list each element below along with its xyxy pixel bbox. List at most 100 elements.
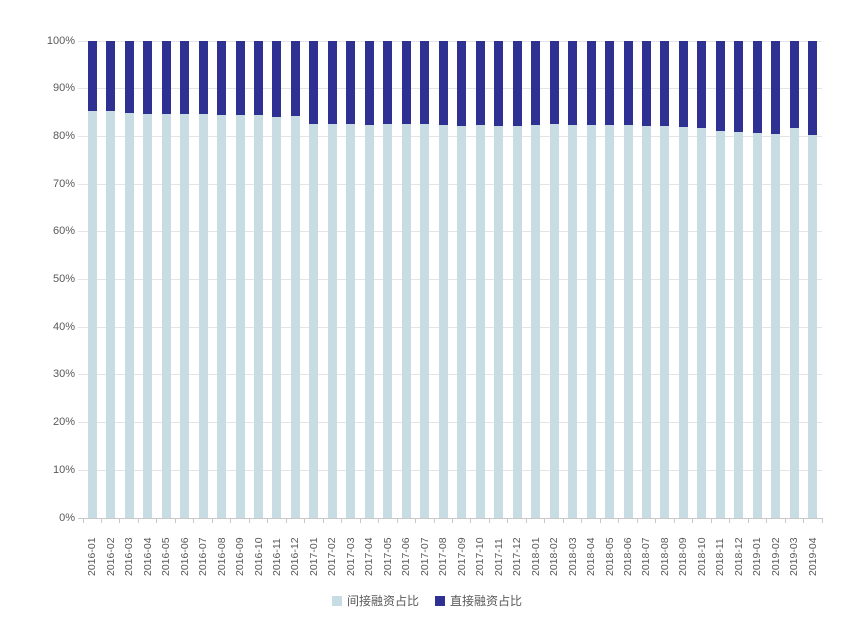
- gridline-80%: [78, 135, 822, 137]
- x-axis-tick: [655, 518, 657, 523]
- bar-segment-2018-10-indirect: [697, 128, 707, 518]
- x-axis-label-2018-12: 2018-12: [732, 537, 745, 576]
- x-axis-label-2018-11: 2018-11: [714, 538, 727, 576]
- x-axis-tick: [156, 518, 158, 523]
- x-axis-label-2018-05: 2018-05: [603, 537, 616, 576]
- x-axis-tick: [322, 518, 324, 523]
- bar-segment-2018-12-indirect: [734, 132, 744, 518]
- gridline-40%: [78, 326, 822, 328]
- x-axis-label-2016-11: 2016-11: [270, 538, 283, 576]
- bar-segment-2017-12-indirect: [512, 125, 522, 518]
- x-axis-tick: [673, 518, 675, 523]
- x-axis-label-2018-10: 2018-10: [695, 537, 708, 576]
- bar-segment-2016-01-direct: [87, 41, 97, 112]
- bar-segment-2016-10-indirect: [254, 115, 263, 518]
- gridline-10%: [78, 469, 822, 471]
- bar-segment-2016-05-direct: [161, 41, 171, 114]
- y-axis-label-90%: 90%: [52, 82, 75, 95]
- x-axis-label-2016-07: 2016-07: [197, 537, 210, 576]
- bar-segment-2016-04-indirect: [143, 113, 153, 518]
- x-axis-tick: [729, 518, 731, 523]
- bar-segment-2018-11-indirect: [715, 130, 725, 518]
- gridline-100%: [78, 40, 822, 42]
- x-axis-label-2017-04: 2017-04: [363, 537, 376, 576]
- x-axis-tick: [230, 518, 232, 523]
- gridline-0%: [78, 517, 822, 519]
- bar-segment-2016-07-indirect: [198, 113, 208, 518]
- bar-segment-2018-08-indirect: [660, 125, 670, 518]
- x-axis-label-2017-05: 2017-05: [381, 537, 394, 576]
- x-axis-tick: [821, 518, 823, 523]
- y-axis-label-100%: 100%: [46, 34, 75, 47]
- bar-segment-2017-10-indirect: [475, 125, 485, 518]
- y-axis-label-20%: 20%: [52, 416, 75, 429]
- bar-segment-2018-10-direct: [697, 41, 707, 129]
- bar-segment-2016-07-direct: [198, 41, 208, 114]
- bar-segment-2018-09-direct: [678, 41, 688, 127]
- x-axis-label-2017-12: 2017-12: [511, 537, 524, 576]
- legend-label-direct: 直接融资占比: [450, 594, 523, 608]
- x-axis-label-2017-08: 2017-08: [437, 537, 450, 576]
- y-axis-label-10%: 10%: [52, 463, 75, 476]
- legend-label-indirect: 间接融资占比: [346, 594, 419, 608]
- x-axis-tick: [470, 518, 472, 523]
- x-axis-tick: [766, 518, 768, 523]
- gridline-30%: [78, 374, 822, 376]
- x-axis-label-2019-04: 2019-04: [806, 537, 819, 576]
- bar-segment-2018-04-direct: [586, 41, 596, 125]
- x-axis-label-2016-08: 2016-08: [215, 537, 228, 576]
- bar-segment-2018-02-indirect: [549, 124, 559, 518]
- bar-segment-2016-05-indirect: [161, 113, 171, 518]
- bar-segment-2017-09-direct: [457, 41, 467, 126]
- x-axis-label-2016-04: 2016-04: [141, 537, 154, 576]
- x-axis-tick: [784, 518, 786, 523]
- x-axis-tick: [488, 518, 490, 523]
- bar-segment-2016-02-indirect: [106, 111, 116, 518]
- legend-swatch-indirect-icon: [331, 595, 342, 606]
- x-axis-label-2019-03: 2019-03: [788, 537, 801, 576]
- bar-segment-2016-04-direct: [143, 41, 153, 114]
- bar-segment-2018-03-direct: [568, 41, 578, 125]
- legend-item-indirect: 间接融资占比: [331, 592, 419, 609]
- x-axis-tick: [267, 518, 269, 523]
- bar-segment-2017-11-direct: [494, 41, 504, 126]
- bar-segment-2018-09-indirect: [678, 126, 688, 518]
- x-axis-label-2016-12: 2016-12: [289, 537, 302, 576]
- x-axis-label-2017-11: 2017-11: [492, 538, 505, 576]
- x-axis-tick: [710, 518, 712, 523]
- bar-segment-2018-05-direct: [605, 41, 615, 126]
- bar-segment-2017-01-indirect: [309, 124, 319, 518]
- bar-segment-2019-01-direct: [752, 41, 762, 133]
- y-axis-label-80%: 80%: [52, 129, 75, 142]
- x-axis-tick: [599, 518, 601, 523]
- bar-segment-2018-12-direct: [734, 41, 744, 133]
- bar-segment-2017-06-direct: [401, 41, 411, 124]
- x-axis-tick: [544, 518, 546, 523]
- bar-segment-2018-07-direct: [641, 41, 651, 126]
- bar-segment-2016-08-direct: [217, 41, 227, 115]
- plot-area: 0% 10% 20% 30% 40% 50% 60% 70% 80% 90% 100% 2016-01…: [47, 35, 823, 576]
- x-axis-label-2017-10: 2017-10: [474, 537, 487, 576]
- bar-segment-2016-09-direct: [235, 41, 245, 115]
- x-axis-label-2016-10: 2016-10: [252, 537, 265, 576]
- x-axis-label-2018-08: 2018-08: [658, 537, 671, 576]
- x-axis-label-2018-04: 2018-04: [585, 537, 598, 576]
- bar-segment-2016-03-indirect: [124, 112, 134, 518]
- bar-segment-2016-08-indirect: [217, 114, 227, 518]
- y-axis-label-60%: 60%: [52, 225, 75, 238]
- bar-segment-2017-02-direct: [327, 41, 337, 125]
- bar-segment-2017-01-direct: [309, 41, 319, 124]
- x-axis-label-2018-03: 2018-03: [566, 537, 579, 576]
- x-axis-tick: [304, 518, 306, 523]
- bar-segment-2018-07-indirect: [641, 125, 651, 518]
- x-axis-label-2016-02: 2016-02: [104, 537, 117, 576]
- y-axis-label-50%: 50%: [52, 273, 75, 285]
- x-axis-tick: [415, 518, 417, 523]
- x-axis-label-2016-01: 2016-01: [86, 537, 99, 576]
- x-axis-tick: [359, 518, 361, 523]
- bar-segment-2018-01-indirect: [531, 124, 541, 518]
- x-axis-tick: [285, 518, 287, 523]
- x-axis-tick: [378, 518, 380, 523]
- y-axis-label-70%: 70%: [52, 177, 75, 190]
